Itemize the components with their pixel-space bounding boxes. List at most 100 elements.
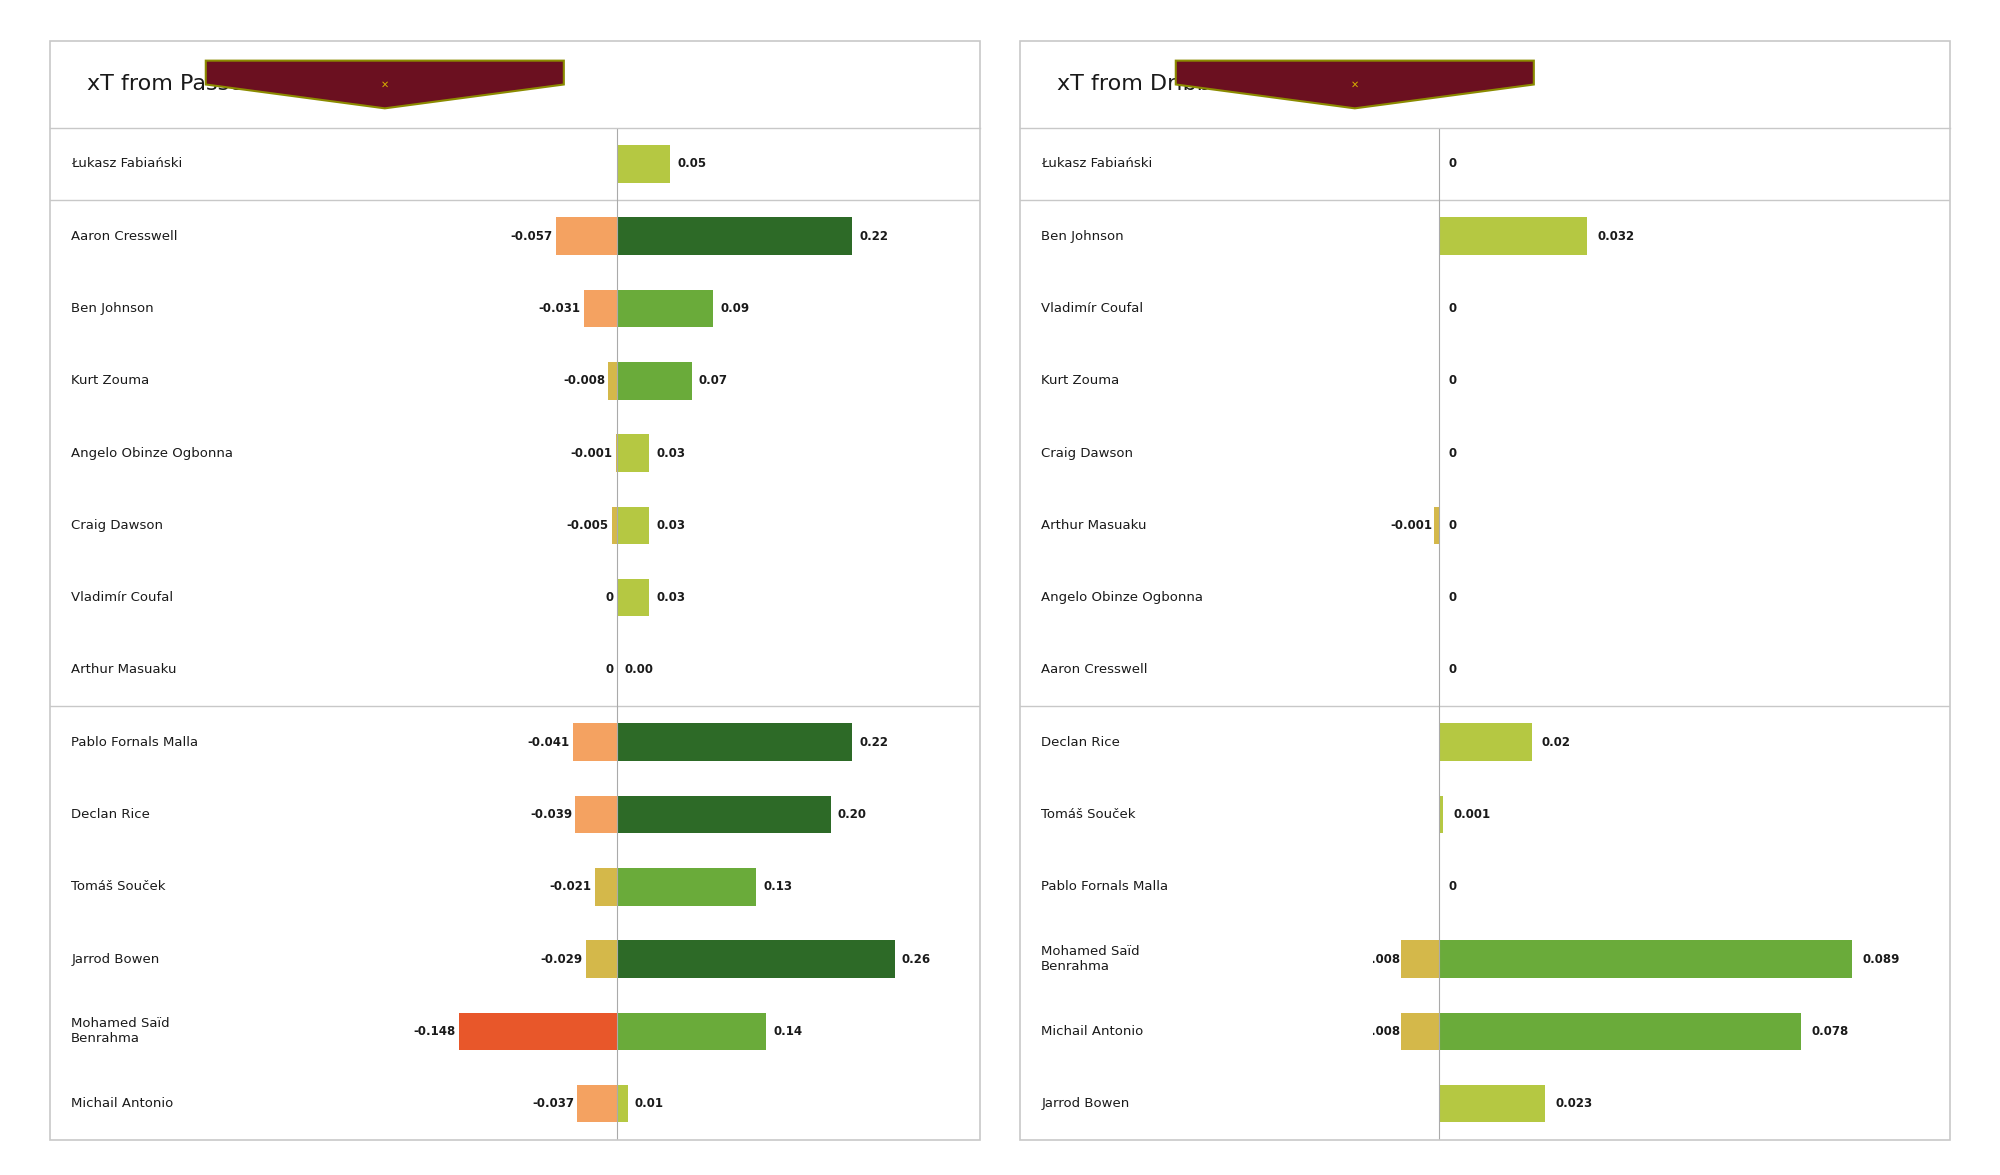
- Text: 0.07: 0.07: [698, 375, 728, 388]
- Text: Arthur Masuaku: Arthur Masuaku: [72, 664, 176, 677]
- Text: xT from Passes: xT from Passes: [88, 74, 254, 94]
- Bar: [574, 724, 616, 761]
- Text: Aaron Cresswell: Aaron Cresswell: [72, 230, 178, 243]
- Text: -0.029: -0.029: [540, 953, 582, 966]
- Text: -0.031: -0.031: [538, 302, 580, 315]
- Bar: [616, 940, 894, 978]
- Bar: [1438, 724, 1532, 761]
- Text: Angelo Obinze Ogbonna: Angelo Obinze Ogbonna: [72, 446, 234, 459]
- Text: 0: 0: [1448, 157, 1456, 170]
- Bar: [586, 940, 616, 978]
- Text: Aaron Cresswell: Aaron Cresswell: [1042, 664, 1148, 677]
- Text: -0.021: -0.021: [550, 880, 592, 893]
- Bar: [1402, 940, 1438, 978]
- Text: 0.22: 0.22: [860, 230, 888, 243]
- Text: 0.03: 0.03: [656, 446, 686, 459]
- Text: Craig Dawson: Craig Dawson: [72, 519, 164, 532]
- Bar: [458, 1013, 616, 1050]
- Text: -0.039: -0.039: [530, 808, 572, 821]
- Text: Łukasz Fabiański: Łukasz Fabiański: [72, 157, 182, 170]
- Text: Jarrod Bowen: Jarrod Bowen: [1042, 1097, 1130, 1110]
- Text: 0.20: 0.20: [838, 808, 866, 821]
- Bar: [576, 795, 616, 833]
- Bar: [1438, 217, 1588, 255]
- Text: Ben Johnson: Ben Johnson: [72, 302, 154, 315]
- Bar: [616, 217, 852, 255]
- Bar: [616, 579, 648, 617]
- Text: Michail Antonio: Michail Antonio: [1042, 1025, 1144, 1038]
- Bar: [594, 868, 616, 906]
- Text: Arthur Masuaku: Arthur Masuaku: [1042, 519, 1146, 532]
- Text: 0.023: 0.023: [1556, 1097, 1592, 1110]
- Bar: [616, 146, 670, 183]
- Text: Declan Rice: Declan Rice: [1042, 736, 1120, 748]
- Text: Kurt Zouma: Kurt Zouma: [1042, 375, 1120, 388]
- Text: -0.008: -0.008: [1358, 953, 1400, 966]
- Text: ✕: ✕: [1350, 80, 1358, 90]
- Text: Craig Dawson: Craig Dawson: [1042, 446, 1134, 459]
- Text: 0: 0: [1448, 375, 1456, 388]
- Bar: [616, 290, 714, 328]
- Polygon shape: [1176, 61, 1534, 108]
- Text: Mohamed Saïd
Benrahma: Mohamed Saïd Benrahma: [72, 1018, 170, 1046]
- Text: Pablo Fornals Malla: Pablo Fornals Malla: [1042, 880, 1168, 893]
- Text: Jarrod Bowen: Jarrod Bowen: [72, 953, 160, 966]
- Text: Tomáš Souček: Tomáš Souček: [1042, 808, 1136, 821]
- Bar: [616, 435, 648, 472]
- Text: Vladimír Coufal: Vladimír Coufal: [72, 591, 174, 604]
- Bar: [616, 362, 692, 400]
- Text: 0.13: 0.13: [764, 880, 792, 893]
- Text: 0.14: 0.14: [774, 1025, 802, 1038]
- Bar: [584, 290, 616, 328]
- Text: -0.057: -0.057: [510, 230, 552, 243]
- Text: Vladimír Coufal: Vladimír Coufal: [1042, 302, 1144, 315]
- Text: 0.078: 0.078: [1812, 1025, 1848, 1038]
- Bar: [1438, 940, 1852, 978]
- Text: 0: 0: [606, 591, 614, 604]
- Text: Łukasz Fabiański: Łukasz Fabiański: [1042, 157, 1152, 170]
- Text: 0.001: 0.001: [1454, 808, 1490, 821]
- Text: 0.09: 0.09: [720, 302, 750, 315]
- Text: 0.03: 0.03: [656, 591, 686, 604]
- Text: Angelo Obinze Ogbonna: Angelo Obinze Ogbonna: [1042, 591, 1204, 604]
- Text: 0.22: 0.22: [860, 736, 888, 748]
- Bar: [616, 506, 648, 544]
- Text: ✕: ✕: [380, 80, 388, 90]
- Text: 0: 0: [1448, 880, 1456, 893]
- Bar: [616, 1013, 766, 1050]
- Text: xT from Dribbles: xT from Dribbles: [1058, 74, 1242, 94]
- Text: 0: 0: [1448, 664, 1456, 677]
- Text: 0.05: 0.05: [678, 157, 706, 170]
- Text: -0.001: -0.001: [1390, 519, 1432, 532]
- Text: Ben Johnson: Ben Johnson: [1042, 230, 1124, 243]
- Bar: [616, 1085, 628, 1122]
- Text: 0.032: 0.032: [1598, 230, 1634, 243]
- Text: 0: 0: [1448, 519, 1456, 532]
- Text: 0.00: 0.00: [624, 664, 654, 677]
- Bar: [616, 795, 830, 833]
- Text: -0.008: -0.008: [1358, 1025, 1400, 1038]
- Text: 0.26: 0.26: [902, 953, 930, 966]
- Text: -0.005: -0.005: [566, 519, 608, 532]
- Text: 0.01: 0.01: [634, 1097, 664, 1110]
- Bar: [616, 724, 852, 761]
- Text: 0.089: 0.089: [1862, 953, 1900, 966]
- Text: Mohamed Saïd
Benrahma: Mohamed Saïd Benrahma: [1042, 945, 1140, 973]
- Text: 0: 0: [1448, 302, 1456, 315]
- Text: -0.001: -0.001: [570, 446, 612, 459]
- Bar: [1434, 506, 1438, 544]
- Text: 0.03: 0.03: [656, 519, 686, 532]
- Bar: [608, 362, 616, 400]
- Polygon shape: [206, 61, 564, 108]
- Text: 0: 0: [1448, 591, 1456, 604]
- Text: 0: 0: [1448, 446, 1456, 459]
- Text: -0.037: -0.037: [532, 1097, 574, 1110]
- Bar: [556, 217, 616, 255]
- Bar: [1438, 1013, 1802, 1050]
- Text: Declan Rice: Declan Rice: [72, 808, 150, 821]
- Text: -0.041: -0.041: [528, 736, 570, 748]
- Bar: [616, 868, 756, 906]
- Text: 0: 0: [606, 664, 614, 677]
- Text: Kurt Zouma: Kurt Zouma: [72, 375, 150, 388]
- Text: Tomáš Souček: Tomáš Souček: [72, 880, 166, 893]
